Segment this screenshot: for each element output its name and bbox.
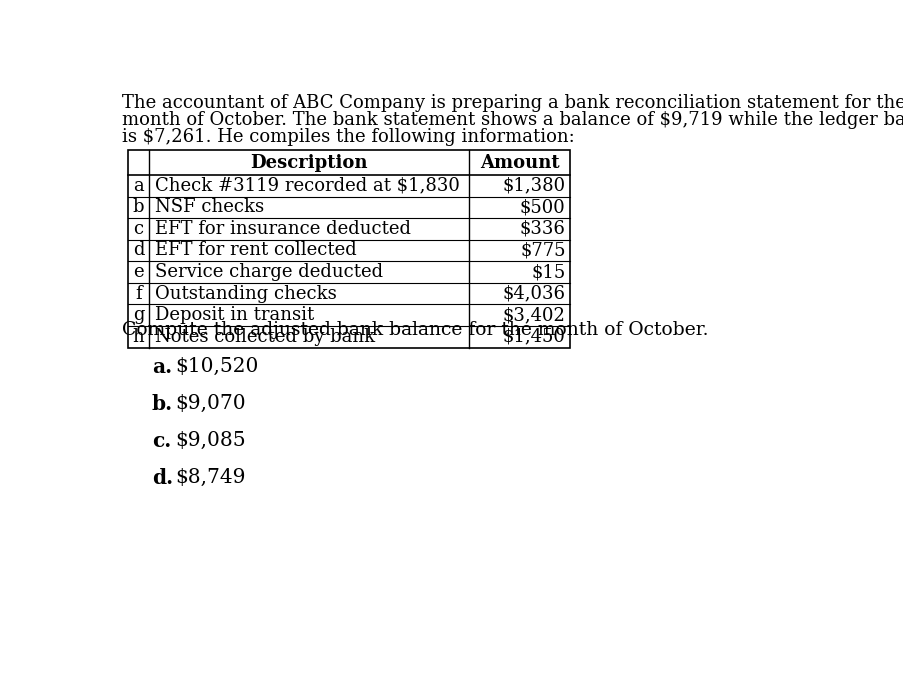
Text: The accountant of ABC Company is preparing a bank reconciliation statement for t: The accountant of ABC Company is prepari… (122, 95, 903, 112)
Text: Compute the adjusted bank balance for the month of October.: Compute the adjusted bank balance for th… (122, 321, 708, 339)
Text: Amount: Amount (479, 154, 559, 172)
Text: Service charge deducted: Service charge deducted (154, 263, 383, 281)
Text: c: c (134, 220, 144, 238)
Text: $9,085: $9,085 (175, 431, 246, 450)
Text: $8,749: $8,749 (175, 468, 246, 486)
Text: $10,520: $10,520 (175, 357, 258, 376)
Text: a: a (133, 177, 144, 195)
Text: h: h (133, 328, 144, 345)
Text: $336: $336 (519, 220, 565, 238)
Text: $1,380: $1,380 (502, 177, 565, 195)
Text: b: b (133, 198, 144, 216)
Text: $15: $15 (531, 263, 565, 281)
Text: e: e (133, 263, 144, 281)
Text: Notes collected by bank: Notes collected by bank (154, 328, 375, 345)
Text: c.: c. (152, 431, 171, 450)
Text: Description: Description (250, 154, 368, 172)
Text: $775: $775 (519, 241, 565, 259)
Text: Outstanding checks: Outstanding checks (154, 285, 336, 302)
Text: EFT for insurance deducted: EFT for insurance deducted (154, 220, 410, 238)
Text: b.: b. (152, 393, 172, 414)
Text: $4,036: $4,036 (502, 285, 565, 302)
Text: is $7,261. He compiles the following information:: is $7,261. He compiles the following inf… (122, 128, 574, 146)
Text: month of October. The bank statement shows a balance of $9,719 while the ledger : month of October. The bank statement sho… (122, 111, 903, 129)
Text: $3,402: $3,402 (502, 306, 565, 324)
Bar (128, 150, 570, 348)
Text: EFT for rent collected: EFT for rent collected (154, 241, 356, 259)
Text: g: g (133, 306, 144, 324)
Text: Deposit in transit: Deposit in transit (154, 306, 313, 324)
Text: NSF checks: NSF checks (154, 198, 264, 216)
Text: f: f (135, 285, 142, 302)
Text: d: d (133, 241, 144, 259)
Text: $500: $500 (519, 198, 565, 216)
Text: $1,450: $1,450 (502, 328, 565, 345)
Text: d.: d. (152, 468, 172, 488)
Text: Check #3119 recorded at $1,830: Check #3119 recorded at $1,830 (154, 177, 460, 195)
Text: $9,070: $9,070 (175, 393, 246, 413)
Text: a.: a. (152, 357, 172, 377)
